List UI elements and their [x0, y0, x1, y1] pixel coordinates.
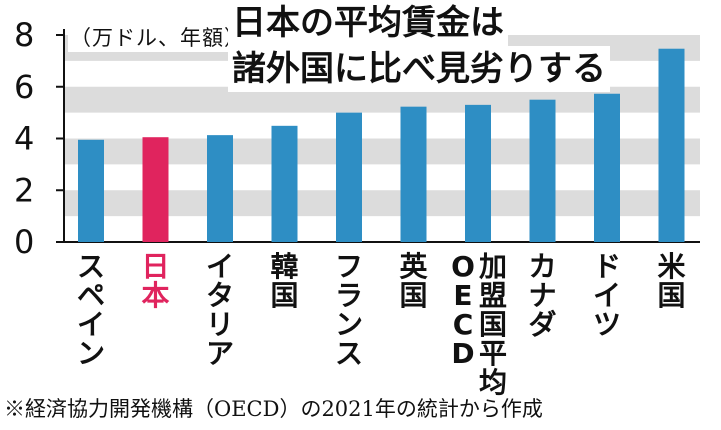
bar	[529, 99, 556, 242]
x-tick-label: フランス	[335, 250, 363, 370]
bar	[142, 137, 169, 242]
bar	[336, 112, 362, 242]
x-tick-label: イタリア	[206, 250, 234, 370]
bar	[207, 135, 233, 242]
x-tick-label: カナダ	[528, 250, 556, 341]
x-tick-label: ドイツ	[593, 250, 621, 341]
y-tick-label: 8	[14, 16, 34, 54]
y-tick-label: 0	[14, 223, 34, 261]
x-tick-label: 米国	[657, 250, 685, 312]
source-footnote: ※経済協力開発機構（OECD）の2021年の統計から作成	[4, 397, 543, 421]
chart-title-line-1: 日本の平均賃金は	[228, 0, 508, 46]
bar	[594, 93, 620, 242]
y-axis-unit-label: （万ドル、年額）	[68, 22, 248, 52]
x-tick-label: スペイン	[77, 250, 105, 370]
chart-title-line-2: 諸外国に比べ見劣りする	[228, 46, 610, 92]
x-tick-label: 韓国	[270, 250, 298, 312]
bar	[78, 139, 104, 242]
bar	[465, 104, 491, 242]
x-tick-label: 英国	[399, 250, 428, 312]
bar	[400, 106, 427, 242]
y-tick-label: 2	[14, 171, 34, 209]
bar	[658, 48, 685, 243]
x-tick-label: 日本	[141, 250, 169, 312]
y-tick-label: 6	[14, 68, 34, 106]
bar	[271, 125, 298, 242]
chart-title: 日本の平均賃金は 諸外国に比べ見劣りする	[228, 0, 648, 92]
y-tick-label: 4	[14, 120, 34, 158]
x-tick-label: 加盟国平均	[479, 250, 507, 399]
